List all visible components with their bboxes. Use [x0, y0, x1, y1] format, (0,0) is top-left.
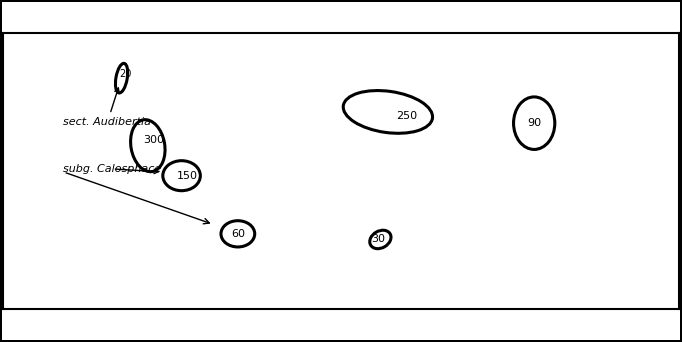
Text: sect. Audibertia: sect. Audibertia — [63, 88, 151, 127]
Text: 150: 150 — [177, 171, 198, 181]
Text: 60: 60 — [231, 229, 245, 239]
Text: 20: 20 — [119, 69, 132, 79]
Text: subg. Calosphace: subg. Calosphace — [63, 164, 162, 174]
Text: 300: 300 — [143, 135, 164, 145]
Text: 30: 30 — [372, 235, 385, 245]
Text: 90: 90 — [527, 118, 542, 128]
Text: 250: 250 — [396, 111, 417, 121]
